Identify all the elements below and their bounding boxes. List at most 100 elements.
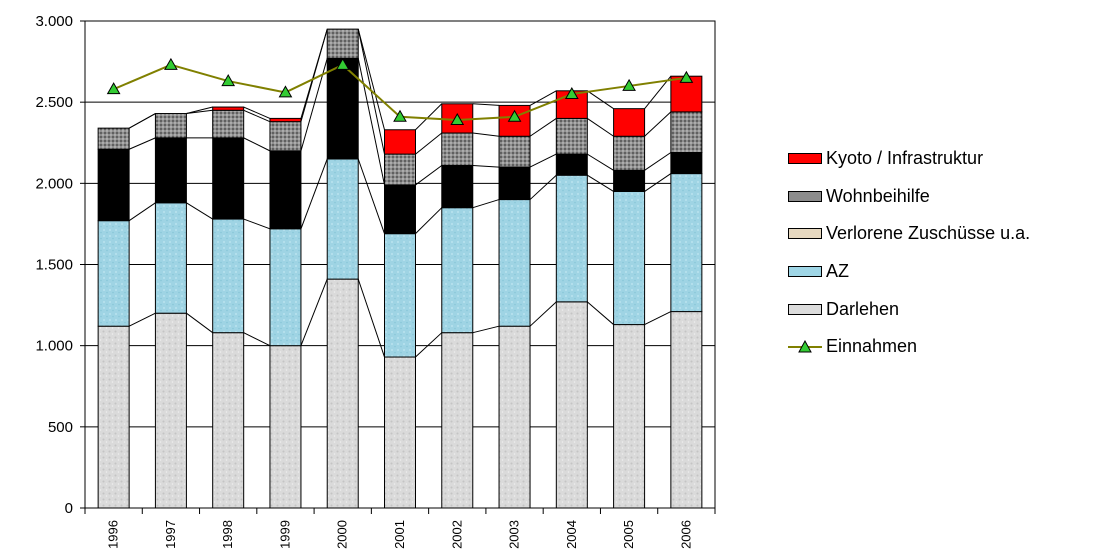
series-connector bbox=[529, 90, 557, 106]
bar-verlorene-zusch-sse-u-a--2004 bbox=[555, 153, 588, 176]
bar-darlehen-2006 bbox=[670, 311, 703, 509]
series-connector bbox=[472, 103, 500, 106]
plot-area: 0 500 1.000 1.500 2.000 2.500 3.000 1996 1997 199… bbox=[35, 13, 716, 549]
bar-wohnbeihilfe-2001 bbox=[384, 153, 416, 186]
legend-swatch bbox=[788, 303, 822, 315]
series-connector bbox=[243, 109, 271, 123]
legend-label: Wohnbeihilfe bbox=[826, 185, 930, 206]
bar-darlehen-2002 bbox=[441, 332, 474, 509]
legend-label: AZ bbox=[826, 261, 850, 282]
marker-einnahmen-2006 bbox=[679, 70, 694, 83]
bar-az-2004 bbox=[555, 174, 588, 303]
series-connector bbox=[300, 158, 328, 229]
series-connector bbox=[128, 202, 156, 222]
legend-swatch bbox=[788, 228, 822, 240]
x-tick-label: 1997 bbox=[163, 520, 178, 549]
bar-wohnbeihilfe-2000 bbox=[326, 28, 359, 59]
marker-einnahmen-2001 bbox=[393, 109, 407, 122]
series-connector bbox=[587, 174, 614, 192]
bar-az-2002 bbox=[441, 207, 474, 334]
series-connector bbox=[472, 164, 500, 168]
series-connector bbox=[128, 312, 156, 327]
bar-verlorene-zusch-sse-u-a--2003 bbox=[498, 166, 531, 201]
x-tick-label: 2000 bbox=[335, 520, 350, 549]
x-tick-label: 2001 bbox=[392, 520, 407, 549]
bar-wohnbeihilfe-2003 bbox=[498, 135, 531, 168]
bar-darlehen-2005 bbox=[613, 324, 646, 509]
series-connector bbox=[644, 311, 672, 326]
bar-az-1999 bbox=[269, 228, 302, 347]
series-connector bbox=[128, 137, 156, 150]
bar-verlorene-zusch-sse-u-a--2006 bbox=[670, 151, 703, 175]
bar-az-1996 bbox=[97, 220, 130, 327]
bar-verlorene-zusch-sse-u-a--2002 bbox=[441, 164, 474, 209]
legend-swatch bbox=[788, 339, 822, 354]
series-connector bbox=[186, 202, 213, 220]
bar-az-1997 bbox=[154, 202, 187, 314]
bar-wohnbeihilfe-1998 bbox=[212, 109, 245, 139]
legend-item-wohnbeihilfe: Wohnbeihilfe bbox=[788, 178, 1030, 216]
series-connector bbox=[186, 106, 213, 115]
y-tick-label: 0 bbox=[65, 500, 73, 517]
series-connector bbox=[357, 28, 385, 130]
legend-item-darlehen: Darlehen bbox=[788, 290, 1030, 328]
legend-swatch bbox=[788, 190, 822, 202]
legend: Kyoto / Infrastruktur Wohnbeihilfe Verlore… bbox=[788, 140, 1030, 366]
legend-label: Kyoto / Infrastruktur bbox=[826, 148, 984, 169]
series-connector bbox=[529, 174, 557, 200]
bar-wohnbeihilfe-2006 bbox=[670, 111, 703, 153]
series-connector bbox=[529, 153, 557, 168]
bar-wohnbeihilfe-1999 bbox=[269, 121, 302, 152]
series-connector bbox=[644, 111, 672, 137]
legend-label: Verlorene Zuschüsse u.a. bbox=[826, 223, 1031, 244]
x-tick-label: 2003 bbox=[507, 520, 522, 549]
series-connector bbox=[243, 137, 271, 152]
x-tick-label: 1996 bbox=[106, 520, 121, 549]
series-connector bbox=[472, 199, 500, 209]
series-connector bbox=[472, 325, 500, 334]
legend-item-az: AZ bbox=[788, 253, 1030, 291]
bar-kyoto-infrastruktur-2001 bbox=[384, 129, 416, 155]
bar-kyoto-infrastruktur-2005 bbox=[613, 108, 646, 137]
series-connector bbox=[415, 132, 443, 155]
bar-darlehen-1996 bbox=[97, 325, 130, 509]
legend-item-verlorene-zusch-sse-u-a-: Verlorene Zuschüsse u.a. bbox=[788, 215, 1030, 253]
series-connector bbox=[472, 132, 500, 137]
legend-label: Einnahmen bbox=[826, 336, 918, 357]
series-connector bbox=[300, 278, 328, 346]
bar-wohnbeihilfe-2005 bbox=[613, 135, 646, 171]
series-connector bbox=[243, 332, 271, 347]
bar-darlehen-1999 bbox=[269, 345, 302, 509]
bar-darlehen-2001 bbox=[384, 356, 416, 509]
bar-verlorene-zusch-sse-u-a--1999 bbox=[269, 150, 302, 230]
marker-einnahmen-2005 bbox=[622, 78, 636, 91]
bar-darlehen-2004 bbox=[555, 301, 588, 509]
bar-verlorene-zusch-sse-u-a--1997 bbox=[154, 137, 187, 204]
series-connector bbox=[415, 165, 443, 186]
bar-az-2003 bbox=[498, 199, 531, 327]
marker-einnahmen-2004 bbox=[564, 87, 579, 100]
bar-az-2000 bbox=[326, 158, 359, 280]
bar-kyoto-infrastruktur-1998 bbox=[212, 106, 245, 111]
series-connector bbox=[128, 113, 156, 129]
series-connector bbox=[243, 218, 271, 230]
x-tick-label: 2002 bbox=[449, 520, 464, 549]
series-connector bbox=[529, 117, 557, 137]
legend-item-einnahmen: Einnahmen bbox=[788, 328, 1030, 366]
y-tick-label: 3.000 bbox=[35, 13, 73, 30]
marker-einnahmen-1996 bbox=[106, 82, 121, 95]
y-tick-label: 500 bbox=[48, 419, 73, 436]
marker-einnahmen-2002 bbox=[450, 113, 465, 126]
bar-darlehen-1998 bbox=[212, 332, 245, 509]
bar-az-2005 bbox=[613, 190, 646, 326]
series-connector bbox=[243, 106, 271, 119]
bar-az-2006 bbox=[670, 173, 703, 313]
x-tick-label: 2006 bbox=[678, 520, 693, 549]
bar-verlorene-zusch-sse-u-a--1996 bbox=[97, 148, 130, 222]
y-tick-label: 1.000 bbox=[35, 338, 73, 355]
bar-verlorene-zusch-sse-u-a--2005 bbox=[613, 169, 646, 192]
series-connector bbox=[644, 152, 672, 171]
bar-kyoto-infrastruktur-1999 bbox=[269, 117, 302, 123]
series-connector bbox=[587, 117, 614, 137]
